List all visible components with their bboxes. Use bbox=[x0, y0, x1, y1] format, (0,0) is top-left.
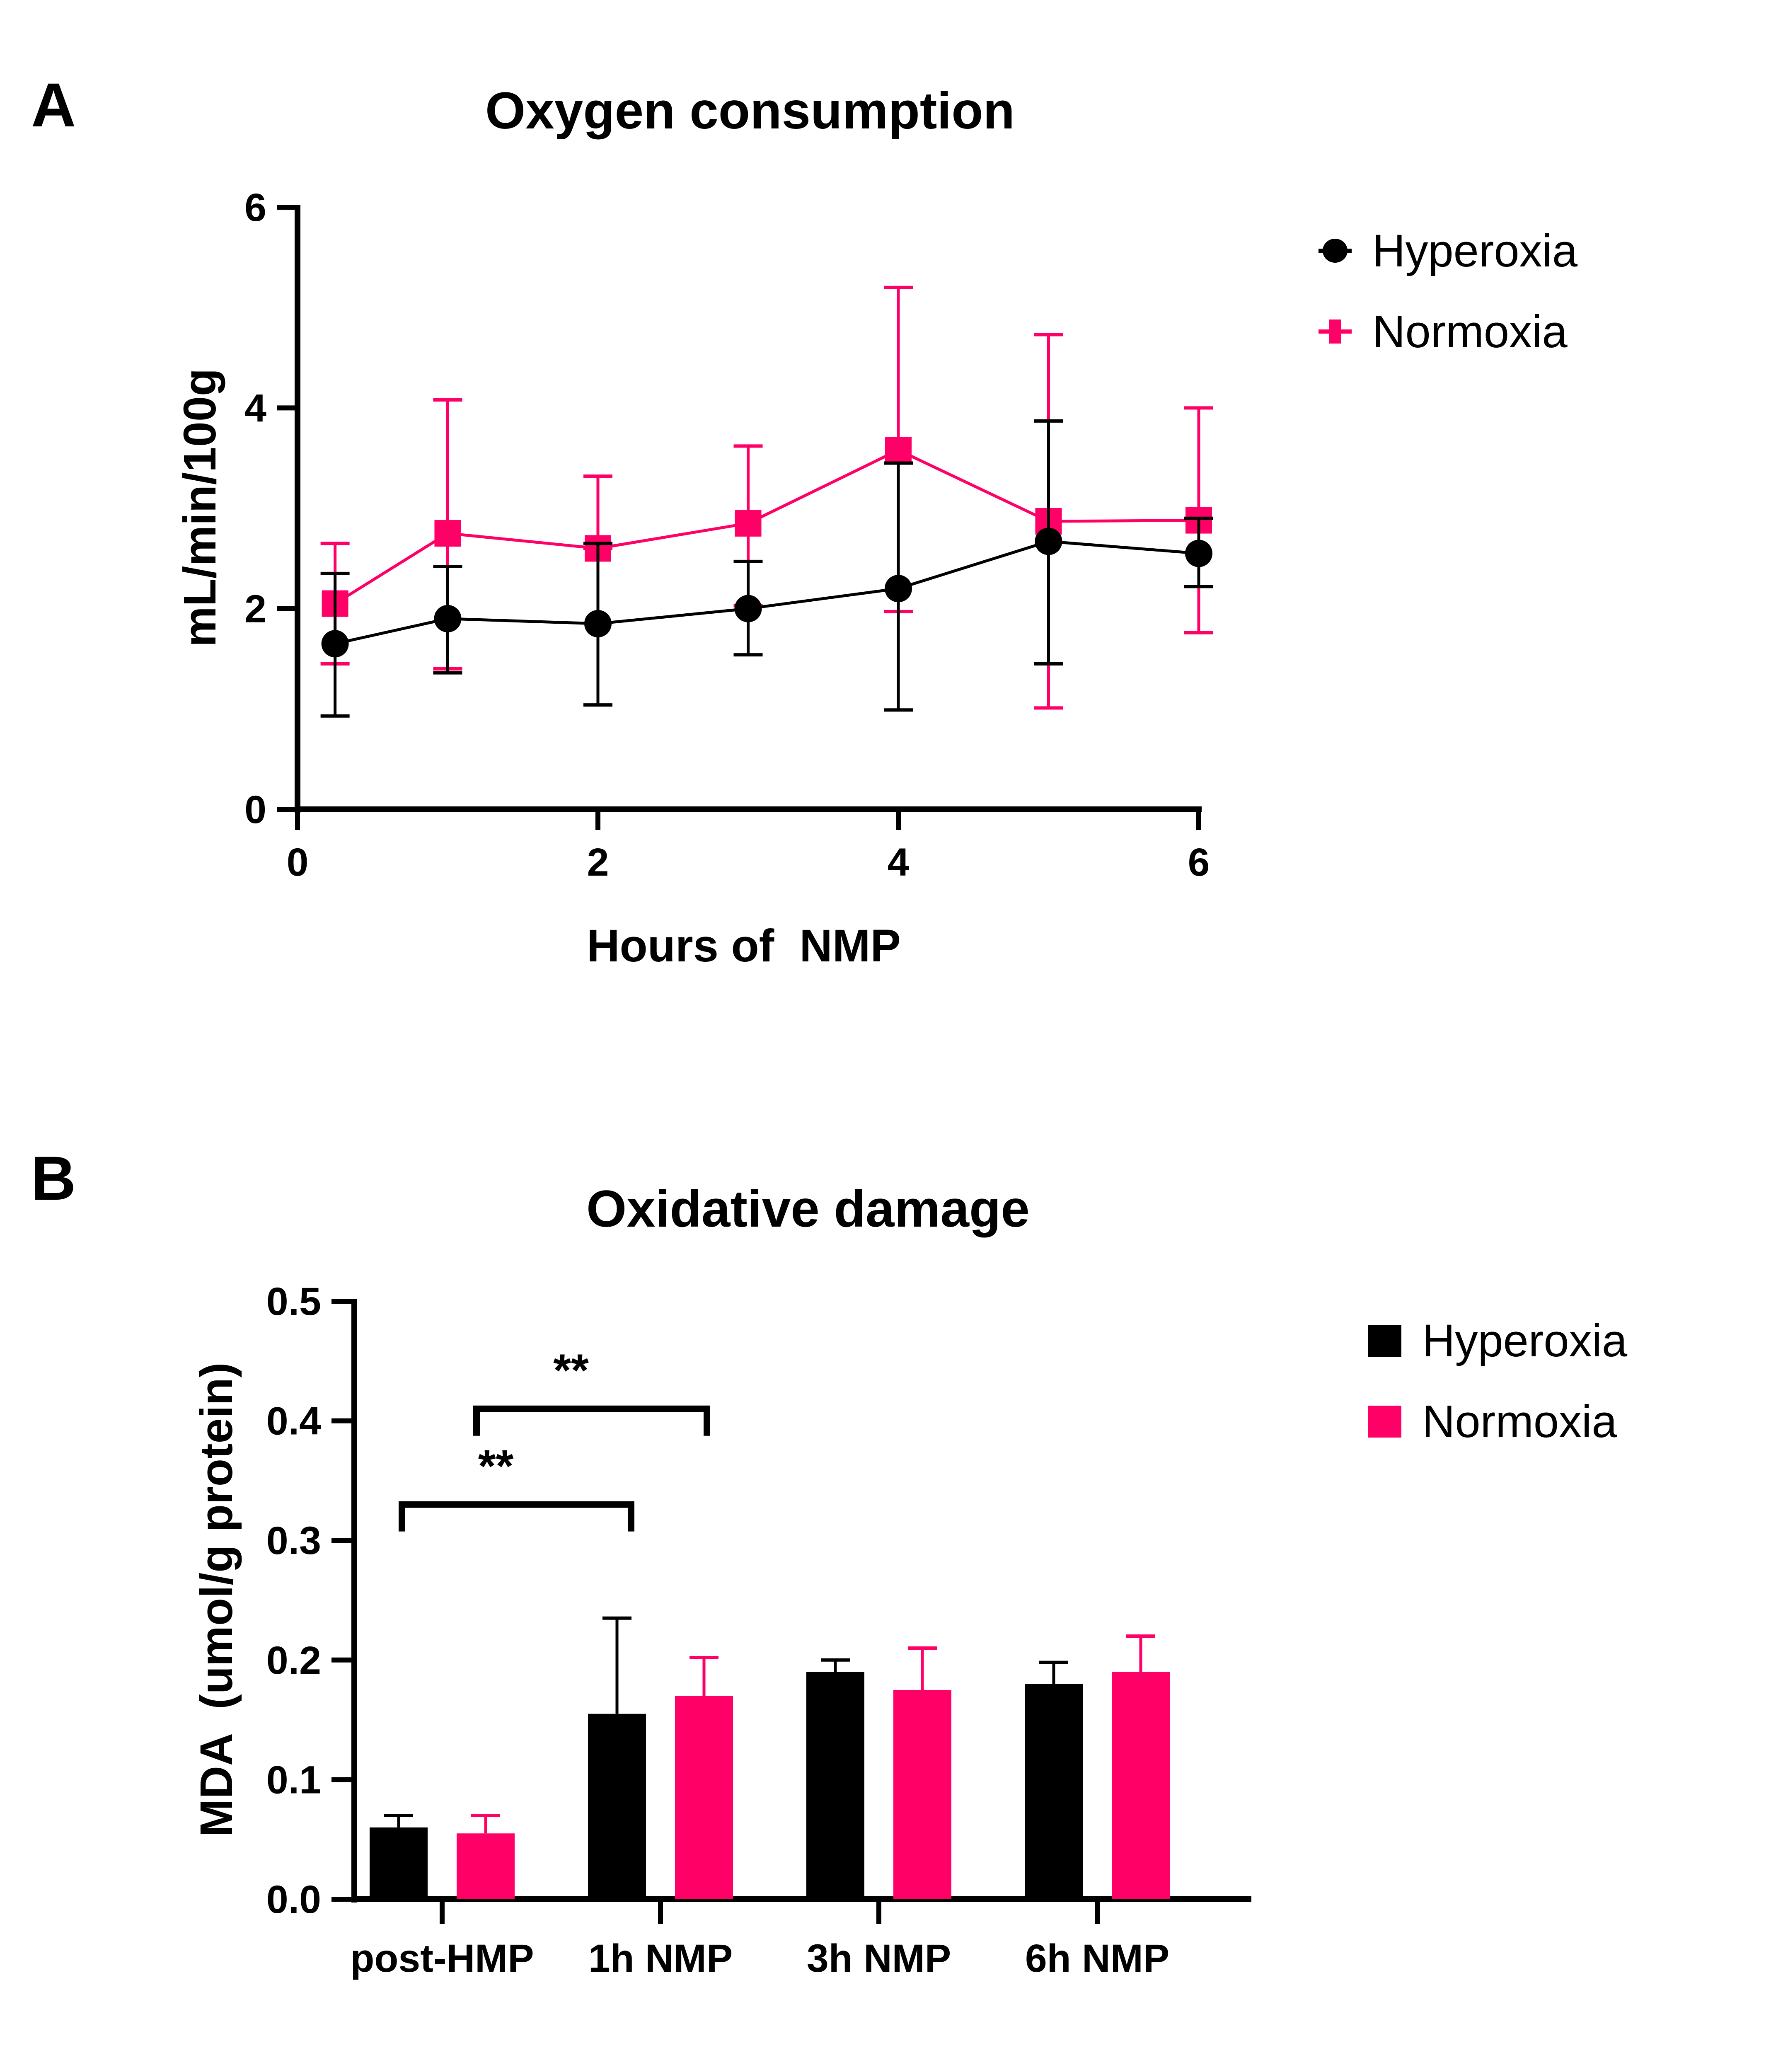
significance-bracket-1: ** bbox=[399, 1441, 634, 1532]
normoxia-point bbox=[885, 437, 912, 464]
y-tick-label: 4 bbox=[244, 386, 266, 430]
legend-marker-square bbox=[1329, 320, 1341, 344]
normoxia-bar bbox=[457, 1833, 515, 1899]
hyperoxia-line bbox=[334, 540, 1199, 645]
legend-label: Normoxia bbox=[1372, 306, 1568, 357]
hyperoxia-point bbox=[434, 605, 462, 632]
chart-b-ylabel: MDA (umol/g protein) bbox=[191, 1363, 242, 1837]
legend-label: Hyperoxia bbox=[1422, 1315, 1628, 1366]
y-tick-label: 6 bbox=[244, 186, 266, 230]
normoxia-bar bbox=[675, 1696, 733, 1899]
panel-label-a: A bbox=[31, 70, 76, 140]
x-tick-label: 3h NMP bbox=[807, 1936, 951, 1980]
legend-item-hyperoxia: Hyperoxia bbox=[1319, 225, 1578, 276]
legend-item-normoxia: Normoxia bbox=[1368, 1396, 1617, 1447]
hyperoxia-point bbox=[584, 610, 612, 637]
chart-a-ylabel: mL/min/100g bbox=[174, 368, 225, 647]
x-tick-label: 0 bbox=[287, 840, 309, 884]
y-tick-label: 0 bbox=[244, 788, 266, 832]
hyperoxia-bar bbox=[806, 1672, 864, 1899]
bracket-line bbox=[399, 1501, 634, 1532]
y-tick-label: 0.5 bbox=[266, 1280, 321, 1324]
hyperoxia-point bbox=[734, 595, 762, 622]
y-tick-label: 0.2 bbox=[266, 1639, 321, 1682]
hyperoxia-bar bbox=[1025, 1684, 1083, 1899]
normoxia-line bbox=[334, 448, 1199, 605]
significance-label: ** bbox=[478, 1441, 514, 1492]
x-tick-label: post-HMP bbox=[350, 1936, 534, 1980]
normoxia-bar bbox=[1112, 1672, 1170, 1899]
x-tick-label: 2 bbox=[587, 840, 609, 884]
y-tick-label: 2 bbox=[244, 587, 266, 631]
y-tick-label: 0.1 bbox=[266, 1758, 321, 1802]
legend-swatch bbox=[1368, 1325, 1401, 1357]
x-tick-label: 6 bbox=[1188, 840, 1210, 884]
legend-item-normoxia: Normoxia bbox=[1319, 306, 1568, 357]
hyperoxia-point bbox=[1035, 528, 1062, 555]
hyperoxia-bar bbox=[588, 1714, 646, 1899]
chart-a: 0 2 4 6 0 2 4 6 Hyperoxia Normoxia bbox=[244, 186, 1578, 884]
normoxia-bar bbox=[893, 1690, 951, 1899]
hyperoxia-point bbox=[321, 630, 349, 658]
legend-label: Normoxia bbox=[1422, 1396, 1617, 1447]
legend-item-hyperoxia: Hyperoxia bbox=[1368, 1315, 1628, 1366]
y-tick-label: 0.0 bbox=[266, 1878, 321, 1922]
legend-label: Hyperoxia bbox=[1372, 225, 1578, 276]
hyperoxia-point bbox=[885, 575, 912, 603]
bracket-line bbox=[473, 1405, 710, 1436]
normoxia-point bbox=[434, 520, 461, 547]
legend-swatch bbox=[1368, 1406, 1401, 1438]
significance-bracket-2: ** bbox=[473, 1345, 710, 1436]
chart-b: 0.0 0.1 0.2 0.3 0.4 0.5 post-HMP 1h NMP 3h NMP 6h… bbox=[266, 1280, 1628, 1980]
hyperoxia-bar bbox=[370, 1827, 428, 1899]
panel-label-b: B bbox=[31, 1143, 76, 1213]
significance-label: ** bbox=[553, 1345, 589, 1396]
x-tick-label: 4 bbox=[888, 840, 910, 884]
legend-marker-circle bbox=[1323, 239, 1348, 263]
normoxia-point bbox=[735, 510, 762, 537]
x-tick-label: 6h NMP bbox=[1025, 1936, 1169, 1980]
y-tick-label: 0.4 bbox=[266, 1399, 321, 1443]
chart-b-title: Oxidative damage bbox=[586, 1180, 1030, 1238]
y-tick-label: 0.3 bbox=[266, 1519, 321, 1563]
chart-a-title: Oxygen consumption bbox=[485, 82, 1015, 140]
chart-a-xlabel: Hours of NMP bbox=[587, 920, 901, 971]
x-tick-label: 1h NMP bbox=[588, 1936, 733, 1980]
hyperoxia-point bbox=[1185, 540, 1212, 567]
